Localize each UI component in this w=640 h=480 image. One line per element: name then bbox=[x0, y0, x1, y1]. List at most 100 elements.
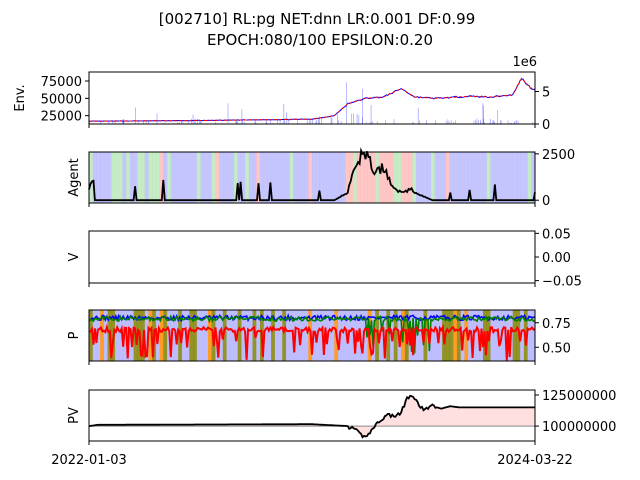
agent-band bbox=[471, 152, 476, 203]
policy-band bbox=[386, 310, 391, 361]
agent-band bbox=[144, 152, 149, 203]
agent-band bbox=[520, 152, 525, 203]
agent-band bbox=[453, 152, 458, 203]
policy-band bbox=[144, 310, 149, 361]
chart-title-line1: [002710] RL:pg NET:dnn LR:0.001 DF:0.99 bbox=[159, 10, 476, 28]
agent-band bbox=[222, 152, 227, 203]
policy-band bbox=[364, 310, 369, 361]
agent-band bbox=[512, 152, 517, 203]
policy-band bbox=[456, 310, 461, 361]
agent-band bbox=[245, 152, 250, 203]
agent-band bbox=[167, 152, 172, 203]
policy-band bbox=[445, 310, 450, 361]
agent-band bbox=[226, 152, 231, 203]
policy-band bbox=[193, 310, 198, 361]
agent-band bbox=[468, 152, 473, 203]
agent-band bbox=[271, 152, 276, 203]
agent-band bbox=[170, 152, 175, 203]
policy-band bbox=[319, 310, 324, 361]
policy-band bbox=[464, 310, 469, 361]
agent-band bbox=[494, 152, 499, 203]
agent-band bbox=[334, 152, 339, 203]
pv-right-ticklabel-0: 125000000 bbox=[542, 389, 616, 404]
policy-band bbox=[494, 310, 499, 361]
policy-band bbox=[520, 310, 525, 361]
x-end-label: 2024-03-22 bbox=[497, 453, 573, 468]
agent-band bbox=[356, 152, 361, 203]
pv-line bbox=[88, 394, 535, 439]
policy-band bbox=[341, 310, 346, 361]
policy-band bbox=[219, 310, 224, 361]
policy-band bbox=[263, 310, 268, 361]
policy-band bbox=[282, 310, 287, 361]
policy-band bbox=[226, 310, 231, 361]
agent-band bbox=[259, 152, 264, 203]
agent-band bbox=[185, 152, 190, 203]
agent-band bbox=[419, 152, 424, 203]
agent-band bbox=[103, 152, 108, 203]
agent-band bbox=[308, 152, 313, 203]
policy-band bbox=[449, 310, 454, 361]
agent-band bbox=[427, 152, 432, 203]
agent-band bbox=[323, 152, 328, 203]
value-ylabel: V bbox=[67, 252, 82, 261]
agent-band bbox=[118, 152, 123, 203]
agent-band bbox=[390, 152, 395, 203]
value-right-ticklabel-1: 0.00 bbox=[542, 251, 571, 266]
agent-band bbox=[148, 152, 153, 203]
policy-band bbox=[248, 310, 253, 361]
agent-band bbox=[215, 152, 220, 203]
agent-band bbox=[479, 152, 484, 203]
agent-band bbox=[456, 152, 461, 203]
policy-band bbox=[304, 310, 309, 361]
agent-band bbox=[304, 152, 309, 203]
policy-band bbox=[278, 310, 283, 361]
agent-band bbox=[330, 152, 335, 203]
policy-frame bbox=[88, 309, 536, 362]
agent-band bbox=[96, 152, 101, 203]
agent-band bbox=[434, 152, 439, 203]
env-left-ticklabel-0: 25000 bbox=[41, 110, 82, 125]
agent-band bbox=[207, 152, 212, 203]
agent-band bbox=[352, 152, 357, 203]
agent-band bbox=[178, 152, 183, 203]
agent-band bbox=[252, 152, 257, 203]
policy-band bbox=[100, 310, 105, 361]
agent-band bbox=[126, 152, 131, 203]
agent-band bbox=[497, 152, 502, 203]
agent-band bbox=[464, 152, 469, 203]
pv-right-ticklabel-1: 100000000 bbox=[542, 420, 616, 435]
agent-band bbox=[174, 152, 179, 203]
agent-band bbox=[267, 152, 272, 203]
agent-band bbox=[256, 152, 261, 203]
agent-band bbox=[445, 152, 450, 203]
agent-band bbox=[181, 152, 186, 203]
policy-band bbox=[289, 310, 294, 361]
agent-band bbox=[360, 152, 365, 203]
value-right-ticklabel-2: −0.05 bbox=[542, 275, 582, 290]
policy-band bbox=[330, 310, 335, 361]
policy-band bbox=[300, 310, 305, 361]
agent-band bbox=[100, 152, 105, 203]
agent-band bbox=[375, 152, 380, 203]
policy-band bbox=[230, 310, 235, 361]
agent-band bbox=[326, 152, 331, 203]
agent-band bbox=[263, 152, 268, 203]
policy-band bbox=[378, 310, 383, 361]
policy-band bbox=[267, 310, 272, 361]
agent-right-ticklabel-0: 0 bbox=[542, 194, 550, 209]
policy-panel: 0.75 0.50 P bbox=[67, 309, 571, 365]
policy-series-1 bbox=[88, 314, 536, 354]
policy-ylabel: P bbox=[67, 331, 82, 339]
policy-band bbox=[423, 310, 428, 361]
agent-band bbox=[341, 152, 346, 203]
agent-band bbox=[523, 152, 528, 203]
agent-band bbox=[241, 152, 246, 203]
policy-band bbox=[189, 310, 194, 361]
agent-band bbox=[423, 152, 428, 203]
agent-band bbox=[404, 152, 409, 203]
agent-ylabel: Agent bbox=[67, 158, 82, 196]
env-offset-label: 1e6 bbox=[512, 55, 537, 70]
policy-band bbox=[103, 310, 108, 361]
agent-band bbox=[531, 152, 536, 203]
